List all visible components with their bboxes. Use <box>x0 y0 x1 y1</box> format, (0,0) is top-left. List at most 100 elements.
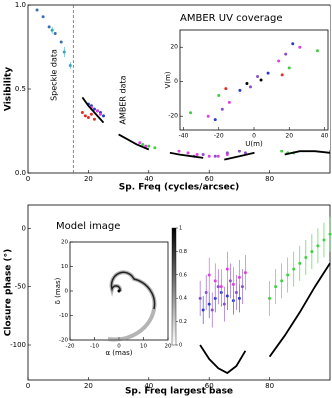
x-tick-label: 10 <box>140 344 147 350</box>
colorbar-tick-label: 0.6 <box>179 272 187 278</box>
y-tick-label: 0 <box>174 78 178 85</box>
colorbar-tick-label: 0.4 <box>179 296 187 302</box>
data-point <box>210 308 214 312</box>
data-point <box>291 42 295 46</box>
data-point <box>225 267 229 271</box>
data-point <box>153 146 157 150</box>
x-tick-label: 20 <box>285 133 293 140</box>
colorbar-tick-label: 1 <box>179 226 182 232</box>
data-point <box>217 94 221 98</box>
data-point <box>227 100 231 104</box>
data-point <box>50 28 54 32</box>
model-center <box>117 289 121 293</box>
data-point <box>280 149 284 153</box>
data-point <box>86 116 90 120</box>
y-axis-label: V(m) <box>164 71 172 88</box>
data-point <box>220 107 224 111</box>
data-point <box>138 141 142 145</box>
data-point <box>243 271 247 275</box>
data-point <box>284 52 288 56</box>
x-tick-label: 0 <box>26 175 30 183</box>
data-point <box>243 151 247 155</box>
data-point <box>222 302 226 306</box>
y-tick-label: -100 <box>10 341 26 349</box>
x-axis-label: Sp. Freq largest base <box>125 387 233 397</box>
data-point <box>195 153 199 157</box>
data-point <box>102 114 105 118</box>
data-point <box>316 244 320 248</box>
data-point <box>144 144 148 148</box>
x-tick-label: 40 <box>144 175 153 183</box>
colorbar-tick-label: 0.8 <box>179 249 187 255</box>
data-point <box>328 232 332 236</box>
y-tick-label: 0.0 <box>15 169 26 177</box>
data-point <box>234 291 238 294</box>
x-tick-label: -20 <box>214 133 224 140</box>
y-tick-label: 20 <box>170 44 178 51</box>
data-point <box>256 75 260 79</box>
model-line <box>81 96 331 161</box>
data-point <box>216 285 220 289</box>
y-axis-label: Closure phase (°) <box>4 249 14 337</box>
x-tick-label: 40 <box>144 382 153 390</box>
data-point <box>298 45 302 49</box>
y-tick-label: -20 <box>168 113 178 120</box>
data-point <box>47 25 51 29</box>
data-point <box>292 267 296 271</box>
data-point <box>206 114 210 118</box>
annotation: AMBER data <box>119 75 128 124</box>
x-tick-label: 0 <box>26 382 30 390</box>
y-tick-label: 20 <box>61 240 68 246</box>
data-point <box>240 285 244 289</box>
model-spiral-core <box>110 271 156 310</box>
x-tick-label: 60 <box>205 175 214 183</box>
data-point <box>92 107 96 111</box>
data-point <box>213 118 217 122</box>
data-point <box>237 275 241 279</box>
data-point <box>268 296 272 300</box>
x-tick-label: 20 <box>84 175 93 183</box>
inset-title: Model image <box>56 221 120 232</box>
data-point <box>259 78 263 82</box>
data-point <box>225 294 229 298</box>
data-point <box>201 153 205 157</box>
x-tick-label: 60 <box>205 382 214 390</box>
data-point <box>280 73 284 77</box>
x-tick-label: 80 <box>265 175 274 183</box>
data-point <box>62 50 66 54</box>
x-tick-label: 80 <box>265 382 274 390</box>
plot-frame <box>27 204 331 381</box>
y-axis-label: Visibility <box>4 67 14 111</box>
data-point <box>237 149 241 153</box>
data-point <box>95 109 99 113</box>
x-axis-label: U(m) <box>245 140 263 148</box>
x-axis-label: Sp. Freq (cycles/arcsec) <box>119 183 239 193</box>
data-point <box>92 117 96 121</box>
data-point <box>207 273 211 277</box>
data-point <box>186 151 190 155</box>
y-tick-label: 1.0 <box>15 1 26 9</box>
y-tick-label: 0 <box>65 289 69 295</box>
data-point <box>231 282 235 286</box>
data-point <box>89 112 93 116</box>
data-point <box>287 66 291 70</box>
data-point <box>213 279 217 283</box>
y-tick-label: -10 <box>59 313 68 319</box>
x-tick-label: 20 <box>165 344 172 350</box>
data-point <box>286 273 290 277</box>
x-tick-label: 20 <box>84 382 93 390</box>
data-point <box>248 85 252 89</box>
y-tick-label: 10 <box>61 264 68 270</box>
data-point <box>219 285 223 289</box>
data-point <box>216 154 220 158</box>
data-point <box>80 111 84 115</box>
data-point <box>245 81 249 85</box>
data-point <box>201 308 205 312</box>
y-tick-label: -20 <box>59 338 68 344</box>
colorbar <box>171 227 177 346</box>
data-point <box>198 296 202 300</box>
data-point <box>322 238 326 242</box>
data-point <box>83 114 87 118</box>
y-tick-label: 0 <box>22 224 26 232</box>
